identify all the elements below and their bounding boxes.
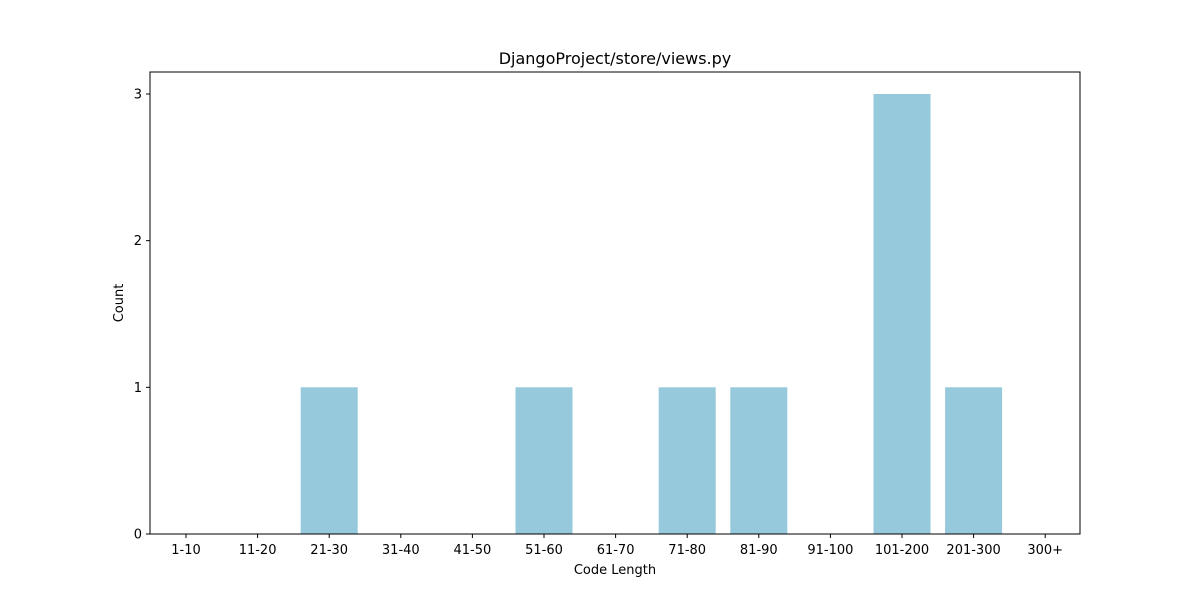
x-tick-label: 51-60 <box>525 543 563 558</box>
bar-101-200 <box>873 94 931 534</box>
x-tick-label: 1-10 <box>171 543 201 558</box>
bar-71-80 <box>658 387 716 534</box>
plot-frame <box>149 71 1081 535</box>
y-tick-label: 3 <box>134 88 142 103</box>
y-tick-label: 0 <box>134 528 142 543</box>
x-tick-label: 11-20 <box>239 543 277 558</box>
y-tick-label: 2 <box>134 234 142 249</box>
x-tick-label: 101-200 <box>875 543 929 558</box>
x-tick-label: 71-80 <box>668 543 706 558</box>
bars-layer <box>300 94 1003 534</box>
x-tick-label: 61-70 <box>597 543 635 558</box>
y-axis-ticks: 0 1 2 3 <box>134 88 150 543</box>
bar-51-60 <box>515 387 573 534</box>
bar-81-90 <box>730 387 788 534</box>
bar-201-300 <box>945 387 1003 534</box>
x-tick-label: 300+ <box>1027 543 1063 558</box>
x-axis-ticks: 1-10 11-20 21-30 31-40 41-50 51-60 61-70 71-80 8… <box>171 534 1063 558</box>
y-axis-title: Count <box>112 284 127 323</box>
bar-21-30 <box>300 387 358 534</box>
x-tick-label: 41-50 <box>454 543 492 558</box>
x-tick-label: 91-100 <box>807 543 853 558</box>
x-tick-label: 201-300 <box>946 543 1000 558</box>
y-tick-label: 1 <box>134 381 142 396</box>
chart-title: DjangoProject/store/views.py <box>499 49 732 68</box>
x-tick-label: 31-40 <box>382 543 420 558</box>
x-axis-title: Code Length <box>574 563 656 578</box>
x-tick-label: 81-90 <box>740 543 778 558</box>
x-tick-label: 21-30 <box>310 543 348 558</box>
